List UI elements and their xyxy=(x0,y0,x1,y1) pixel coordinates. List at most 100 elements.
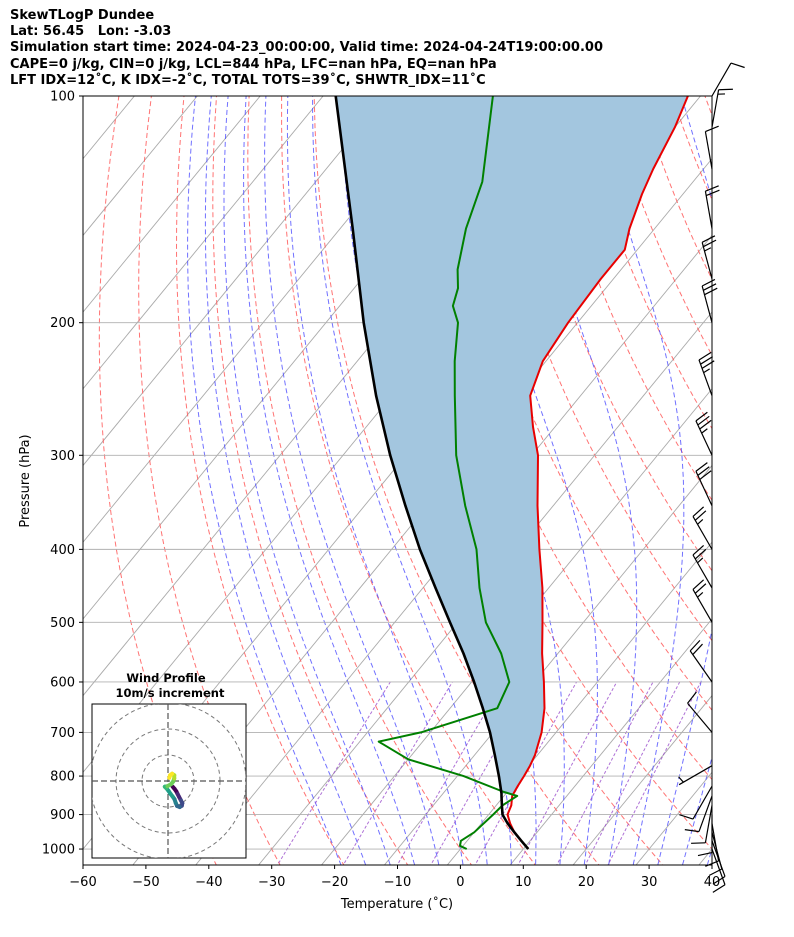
isotherm-line xyxy=(320,388,712,865)
wind-barb-flag xyxy=(730,62,745,69)
dry-adiabat-line xyxy=(671,96,712,201)
dry-adiabat-line xyxy=(725,62,794,881)
isotherm-line xyxy=(83,96,261,313)
y-tick-label: 600 xyxy=(50,675,75,690)
wind-barb xyxy=(679,785,713,820)
y-tick-label: 800 xyxy=(50,770,75,785)
wind-barb-shaft xyxy=(695,471,713,506)
wind-barb-shaft xyxy=(711,89,720,128)
x-axis-label: Temperature (˚C) xyxy=(340,896,453,912)
moist-adiabat-line xyxy=(204,96,367,865)
isotherm-line xyxy=(635,771,712,865)
moist-adiabat-line xyxy=(657,96,712,865)
dry-adiabat-line xyxy=(247,96,473,865)
mixing-ratio-line xyxy=(396,681,504,865)
x-axis-ticks: −60 −50 −40 −30 −20 −10 0 10 20 30 40 xyxy=(69,865,720,890)
y-tick-label: 900 xyxy=(50,808,75,823)
wind-barb-flag xyxy=(694,510,707,521)
wind-barb-half-flag xyxy=(697,591,704,598)
wind-barb xyxy=(692,579,713,623)
wind-barb-shaft xyxy=(692,785,713,820)
y-tick-label: 200 xyxy=(50,316,75,331)
wind-barb xyxy=(711,848,726,893)
moist-adiabat-line xyxy=(459,96,598,865)
wind-barb xyxy=(701,235,717,280)
wind-barb-flag xyxy=(703,283,717,291)
wind-barb-shaft xyxy=(689,650,713,683)
dry-adiabat-line xyxy=(574,96,712,430)
mixing-ratio-line xyxy=(430,681,536,865)
wind-barb-flag xyxy=(701,235,716,243)
moist-adiabat-line xyxy=(223,96,391,865)
wind-barb-shaft xyxy=(711,848,726,885)
wind-barb-flag xyxy=(699,470,712,480)
x-tick-label: −30 xyxy=(258,875,285,890)
wind-barb-shaft xyxy=(687,702,713,733)
wind-barbs xyxy=(678,62,745,893)
indices-line-2: LFT IDX=12˚C, K IDX=-2˚C, TOTAL TOTS=39˚… xyxy=(10,72,486,88)
y-axis-label: Pressure (hPa) xyxy=(18,434,33,527)
wind-barb xyxy=(684,795,713,833)
y-tick-label: 100 xyxy=(50,90,75,105)
wind-barb xyxy=(711,62,745,97)
wind-barb-shaft xyxy=(692,516,713,550)
moist-adiabat-line xyxy=(187,96,342,865)
hodograph-subtitle: 10m/s increment xyxy=(116,686,225,700)
wind-barb-shaft xyxy=(698,795,713,832)
wind-barb-flag xyxy=(697,466,710,476)
mixing-ratio-line xyxy=(342,681,453,865)
mixing-ratio-line xyxy=(556,681,654,865)
wind-barb-shaft xyxy=(704,805,713,843)
wind-barb-shaft xyxy=(692,589,713,623)
wind-barb-flag xyxy=(695,462,708,472)
chart-title: SkewTLogP Dundee xyxy=(10,8,155,23)
dewpoint-line xyxy=(377,96,519,850)
moist-adiabat-line xyxy=(727,79,794,880)
moist-adiabat-line xyxy=(517,96,638,865)
isotherm-line xyxy=(83,96,324,390)
profile-lines xyxy=(334,96,689,850)
hodograph-inset: Wind Profile 10m/s increment xyxy=(91,671,247,859)
wind-barb-flag xyxy=(692,643,703,655)
wind-barb xyxy=(698,351,715,396)
x-tick-label: 30 xyxy=(641,875,658,890)
y-tick-label: 700 xyxy=(50,726,75,741)
wind-barb-flag xyxy=(705,860,719,867)
wind-barb xyxy=(678,765,713,786)
cape-cin-shading xyxy=(335,96,688,794)
wind-barb-flag xyxy=(689,639,701,652)
parcel-profile-line xyxy=(334,96,530,850)
wind-barb xyxy=(695,411,713,456)
x-tick-label: 20 xyxy=(578,875,595,890)
x-tick-label: 40 xyxy=(704,875,721,890)
wind-barb-flag xyxy=(694,548,707,560)
isotherm-line xyxy=(83,96,387,467)
x-tick-label: −20 xyxy=(321,875,348,890)
x-tick-label: −60 xyxy=(69,875,96,890)
wind-barb-flag xyxy=(679,814,694,820)
wind-barb-flag xyxy=(708,868,723,877)
wind-barb-flag xyxy=(694,583,707,594)
wind-barb-shaft xyxy=(678,765,713,786)
isotherm-line xyxy=(572,694,712,865)
wind-barb-flag xyxy=(684,829,700,833)
wind-barb xyxy=(695,462,713,506)
wind-barb-flag xyxy=(705,185,719,192)
wind-barb-shaft xyxy=(701,242,713,280)
x-tick-label: −50 xyxy=(132,875,159,890)
dry-adiabat-line xyxy=(788,62,794,881)
wind-barb-half-flag xyxy=(697,519,704,525)
wind-barb-shaft xyxy=(701,285,713,323)
isotherm-line xyxy=(0,62,100,881)
wind-barb xyxy=(704,125,719,170)
mixing-ratio-line xyxy=(517,681,618,865)
y-tick-label: 400 xyxy=(50,543,75,558)
wind-barb-flag xyxy=(692,544,705,556)
wind-barb xyxy=(687,691,713,733)
wind-barb-flag xyxy=(691,842,706,844)
wind-barb xyxy=(711,88,733,128)
wind-barb-flag xyxy=(695,411,708,422)
wind-barb-half-flag xyxy=(703,368,711,374)
moist-adiabat-line xyxy=(243,96,416,865)
wind-barb-flag xyxy=(704,287,718,296)
